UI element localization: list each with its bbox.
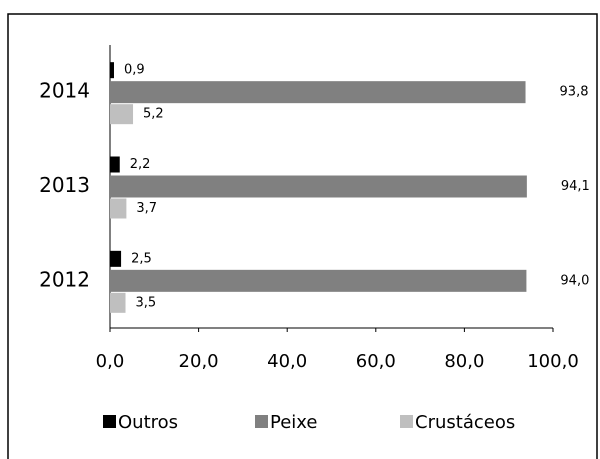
frame <box>7 13 598 459</box>
data-label: 94,0 <box>560 273 589 288</box>
x-tick-label: 20,0 <box>179 351 219 372</box>
bar <box>110 62 114 79</box>
legend-swatch <box>400 415 413 428</box>
legend-label: Peixe <box>270 412 317 433</box>
x-tick-label: 60,0 <box>356 351 396 372</box>
bar <box>110 156 120 173</box>
bar <box>110 81 526 104</box>
legend-swatch <box>103 415 116 428</box>
x-tick-label: 80,0 <box>444 351 484 372</box>
data-label: 2,2 <box>130 157 151 172</box>
x-tick-label: 0,0 <box>96 351 125 372</box>
x-tick-label: 100,0 <box>527 351 579 372</box>
legend-label: Outros <box>118 412 178 433</box>
bar <box>110 104 134 125</box>
y-tick-label: 2014 <box>39 79 90 103</box>
data-label: 2,5 <box>131 251 152 266</box>
legend-label: Crustáceos <box>415 412 515 433</box>
legend-swatch <box>255 415 268 428</box>
bar <box>110 250 122 267</box>
bar <box>110 269 527 292</box>
data-label: 0,9 <box>124 63 145 78</box>
data-label: 3,7 <box>136 201 157 216</box>
data-label: 3,5 <box>136 295 157 310</box>
bar <box>110 292 126 313</box>
y-tick-label: 2013 <box>39 173 90 197</box>
bar <box>110 175 527 198</box>
data-label: 93,8 <box>560 85 589 100</box>
x-tick-label: 40,0 <box>267 351 307 372</box>
data-label: 5,2 <box>143 107 164 122</box>
data-label: 94,1 <box>561 179 590 194</box>
bar <box>110 198 127 219</box>
y-tick-label: 2012 <box>39 267 90 291</box>
